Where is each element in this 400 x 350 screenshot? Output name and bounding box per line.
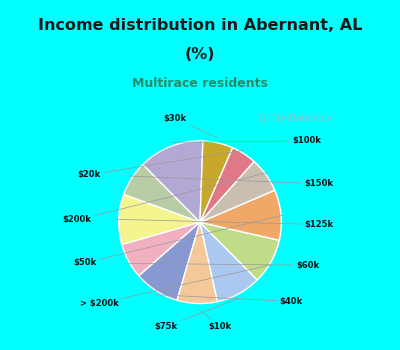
Wedge shape [124,164,200,222]
Wedge shape [143,141,203,222]
Wedge shape [200,148,254,222]
Text: $125k: $125k [117,219,333,229]
Wedge shape [177,222,218,303]
Wedge shape [200,190,281,240]
Text: Income distribution in Abernant, AL: Income distribution in Abernant, AL [38,18,362,33]
Wedge shape [119,195,200,245]
Text: $60k: $60k [128,261,319,270]
Text: $75k: $75k [154,299,238,331]
Text: ⓘ City-Data.com: ⓘ City-Data.com [260,114,332,122]
Wedge shape [122,222,200,276]
Wedge shape [200,161,275,222]
Text: $40k: $40k [156,295,302,306]
Text: (%): (%) [185,47,215,62]
Text: $200k: $200k [63,173,267,224]
Text: $30k: $30k [164,114,216,137]
Wedge shape [200,222,279,280]
Text: $100k: $100k [172,136,322,145]
Wedge shape [200,141,232,222]
Text: $20k: $20k [78,150,244,179]
Wedge shape [200,222,257,302]
Text: Multirace residents: Multirace residents [132,77,268,90]
Text: > $200k: > $200k [80,265,272,308]
Text: $150k: $150k [130,176,333,188]
Wedge shape [139,222,200,300]
Text: $10k: $10k [199,310,232,331]
Text: $50k: $50k [73,215,283,267]
